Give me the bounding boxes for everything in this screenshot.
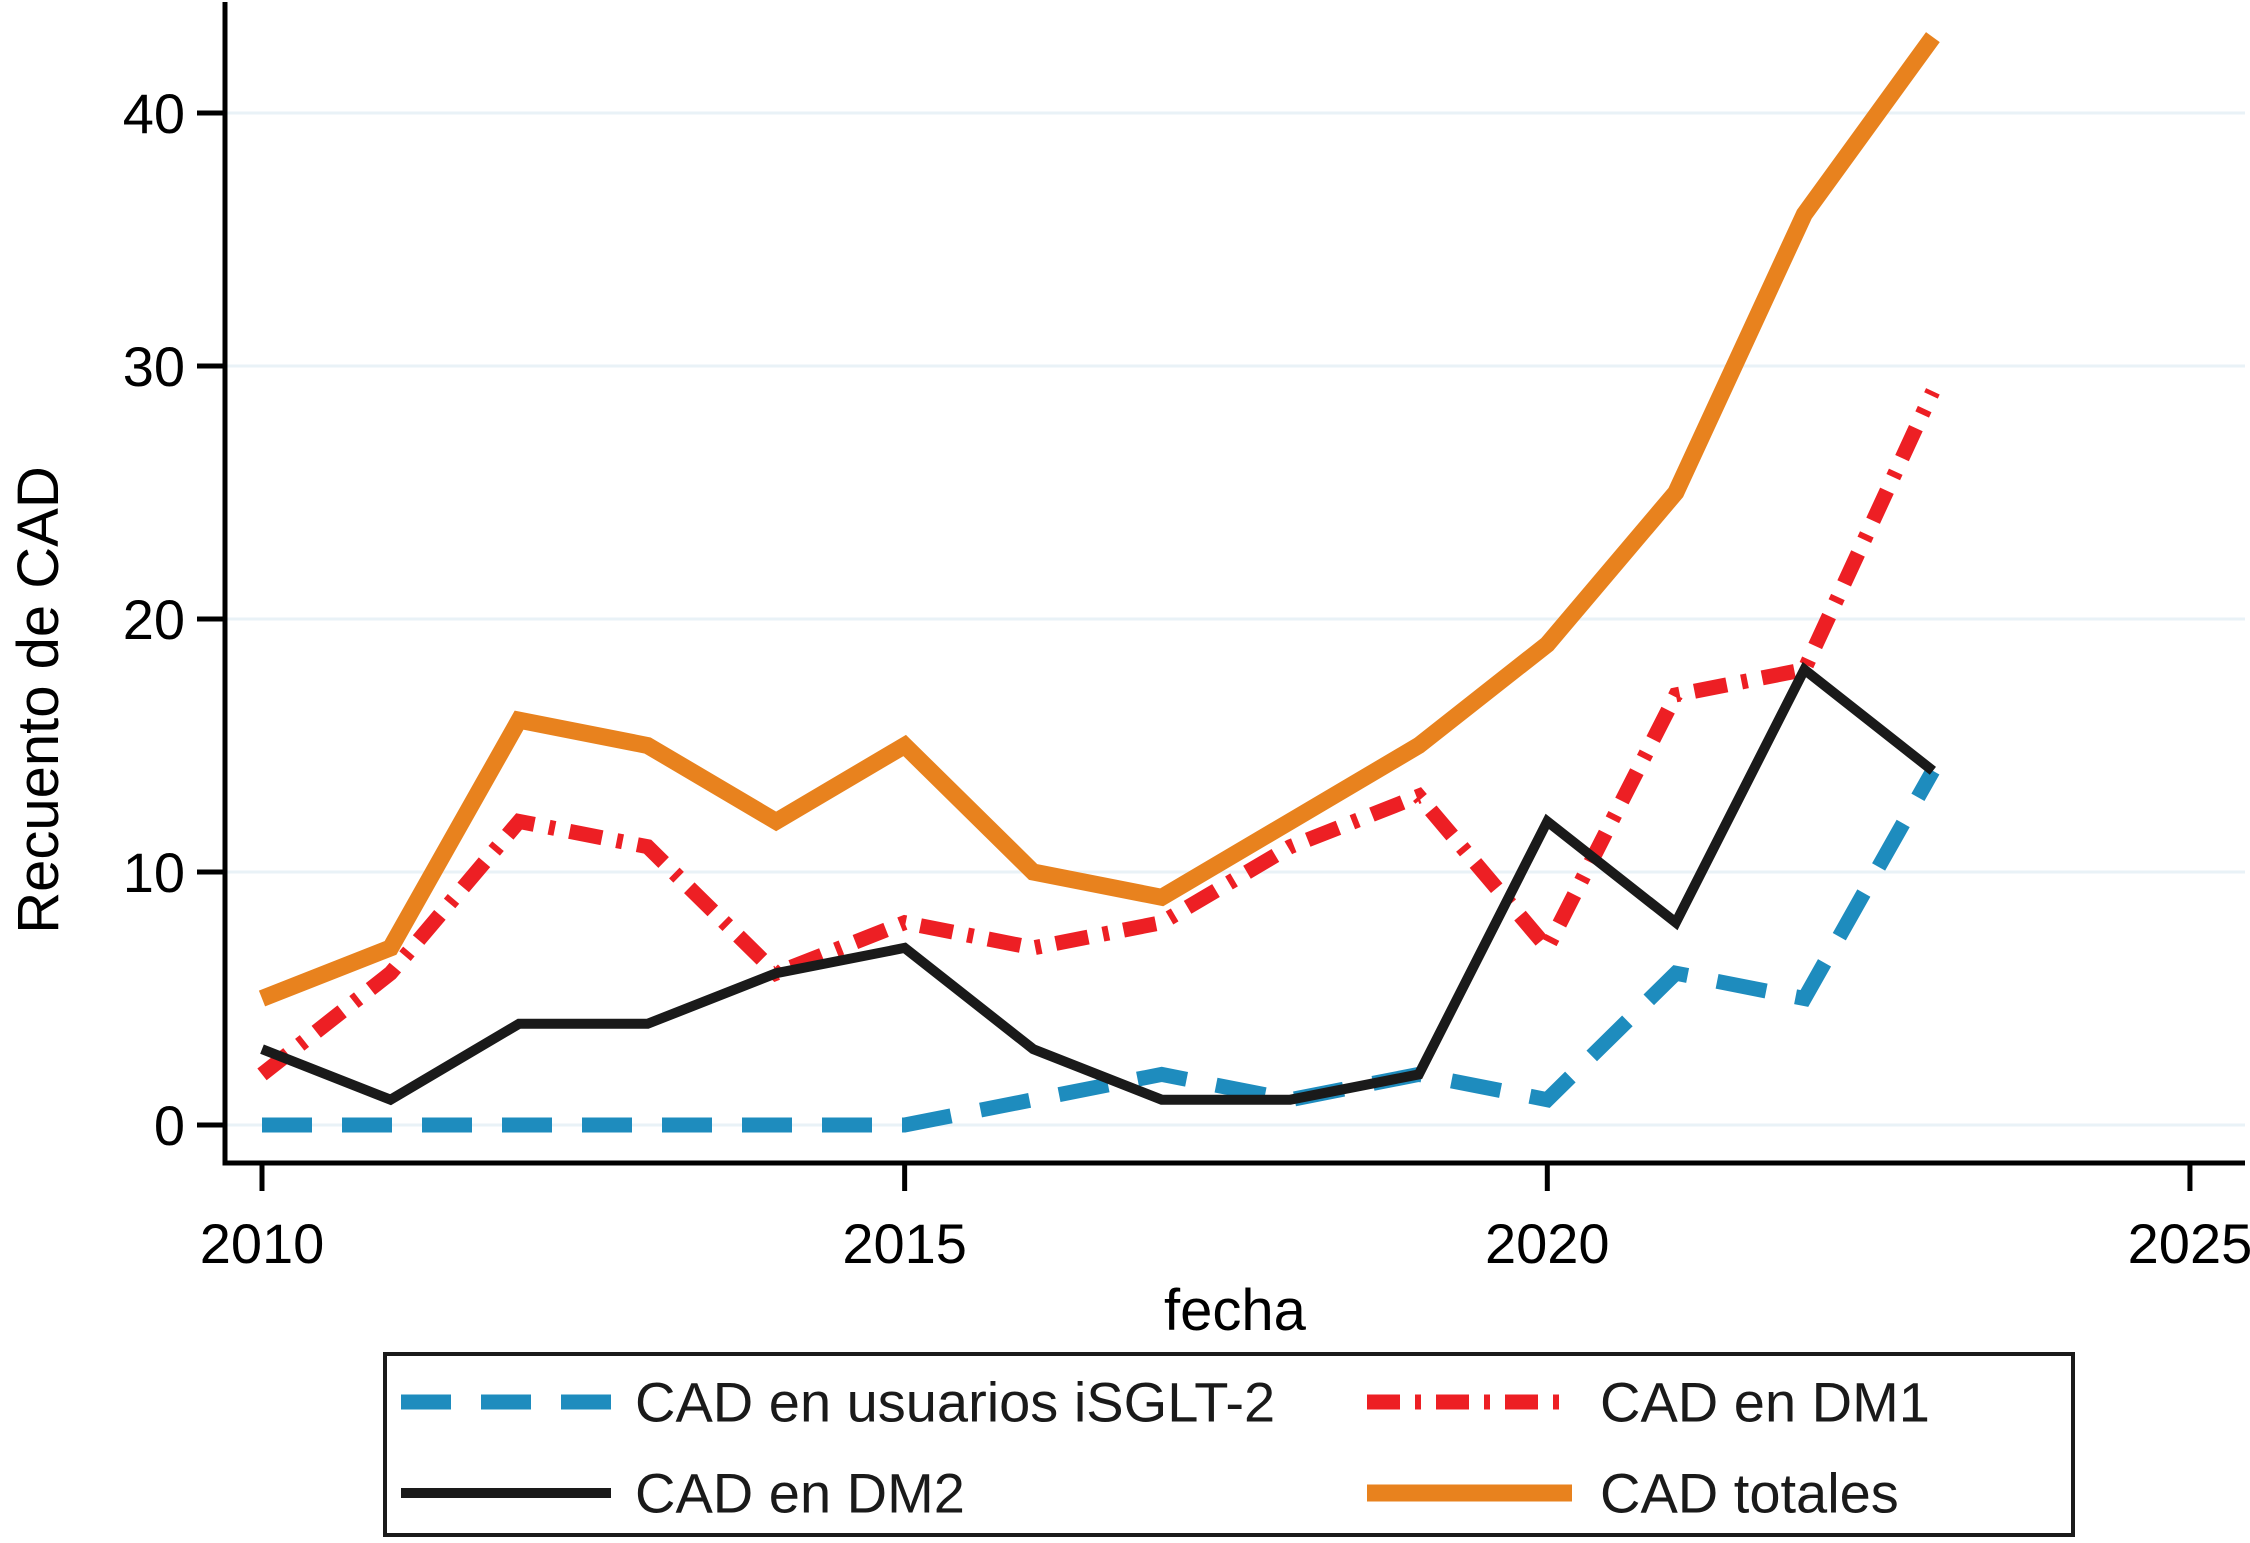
legend-item-totales: CAD totales — [387, 1462, 2071, 1525]
legend-item-dm2: CAD en DM2 — [387, 1462, 2071, 1525]
legend-item-dm1: CAD en DM1 — [387, 1371, 2071, 1434]
legend-label-dm2: CAD en DM2 — [635, 1461, 965, 1525]
series-lines — [257, 32, 1940, 1133]
x-tick-label-2015: 2015 — [842, 1212, 967, 1275]
y-tick-label-20: 20 — [123, 588, 185, 651]
legend: CAD en usuarios iSGLT-2 CAD en DM1 CAD e… — [383, 1352, 2075, 1537]
x-tick-label-2020: 2020 — [1485, 1212, 1610, 1275]
legend-key-dm2-line — [401, 1488, 611, 1498]
y-tick-label-10: 10 — [123, 841, 185, 904]
series-line-cad-en-dm1 — [257, 388, 1940, 1081]
legend-label-totales: CAD totales — [1600, 1461, 1899, 1525]
series-line-cad-en-usuarios-isglt-2 — [262, 767, 1940, 1133]
gridlines — [225, 111, 2245, 1127]
y-tick-label-40: 40 — [123, 82, 185, 145]
tick-marks — [197, 110, 2193, 1191]
legend-label-dm1: CAD en DM1 — [1600, 1370, 1930, 1434]
axes — [222, 2, 2245, 1166]
y-tick-label-0: 0 — [154, 1094, 185, 1157]
x-tick-label-2010: 2010 — [200, 1212, 325, 1275]
y-tick-label-30: 30 — [123, 335, 185, 398]
x-axis-title: fecha — [1164, 1278, 1307, 1343]
legend-key-isglt2-line — [401, 1394, 611, 1410]
legend-key-dm1-line — [1367, 1394, 1572, 1410]
x-tick-label-2025: 2025 — [2128, 1212, 2250, 1275]
legend-key-totales-line — [1367, 1484, 1572, 1502]
series-line-cad-en-dm2 — [260, 661, 1936, 1106]
y-axis-title: Recuento de CAD — [6, 466, 71, 933]
tick-labels: 0 10 20 30 40 2010 2015 2020 2025 — [123, 82, 2250, 1275]
legend-label-isglt2: CAD en usuarios iSGLT-2 — [635, 1370, 1276, 1434]
legend-item-isglt2: CAD en usuarios iSGLT-2 — [387, 1371, 2071, 1434]
series-line-cad-totales — [258, 32, 1940, 1007]
